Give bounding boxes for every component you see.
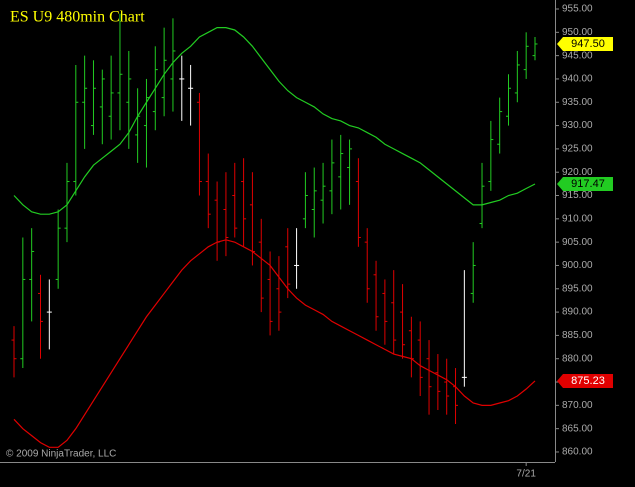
price-flag xyxy=(557,36,613,51)
chart-title: ES U9 480min Chart xyxy=(10,9,145,26)
y-tick-label: 910.00 xyxy=(562,213,593,224)
y-tick-label: 950.00 xyxy=(562,27,593,38)
y-tick-label: 915.00 xyxy=(562,190,593,201)
y-tick-label: 885.00 xyxy=(562,330,593,341)
price-flag-label: 917.47 xyxy=(571,178,605,190)
y-tick-label: 945.00 xyxy=(562,50,593,61)
price-flag-label: 875.23 xyxy=(571,375,605,387)
y-tick-label: 890.00 xyxy=(562,307,593,318)
moving-average-line xyxy=(13,239,536,448)
x-tick-label: 7/21 xyxy=(516,469,536,480)
y-tick-label: 940.00 xyxy=(562,74,593,85)
y-tick-label: 880.00 xyxy=(562,353,593,364)
y-tick-label: 920.00 xyxy=(562,167,593,178)
y-tick-label: 865.00 xyxy=(562,423,593,434)
price-flag xyxy=(557,373,613,388)
y-tick-label: 900.00 xyxy=(562,260,593,271)
y-tick-label: 895.00 xyxy=(562,283,593,294)
price-flag-label: 947.50 xyxy=(571,38,605,50)
y-tick-label: 925.00 xyxy=(562,144,593,155)
y-tick-label: 905.00 xyxy=(562,237,593,248)
y-tick-label: 955.00 xyxy=(562,4,593,15)
copyright: © 2009 NinjaTrader, LLC xyxy=(6,449,116,460)
y-tick-label: 930.00 xyxy=(562,120,593,131)
y-tick-label: 870.00 xyxy=(562,400,593,411)
moving-average-line xyxy=(13,27,536,215)
price-flag xyxy=(557,176,613,191)
y-tick-label: 860.00 xyxy=(562,447,593,458)
y-tick-label: 935.00 xyxy=(562,97,593,108)
